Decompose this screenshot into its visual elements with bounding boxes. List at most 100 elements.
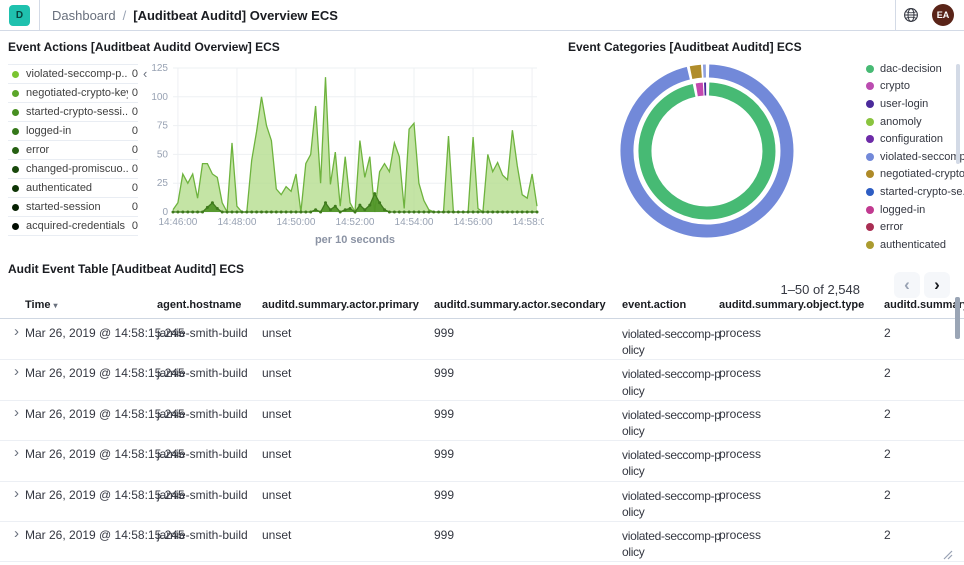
app-logo[interactable]: D [9, 5, 30, 26]
legend-item[interactable]: configuration [866, 130, 952, 148]
svg-text:14:54:00: 14:54:00 [395, 217, 434, 228]
cell-actor_secondary: 999 [434, 488, 454, 502]
donut-segment-dac-decision[interactable] [645, 89, 769, 213]
legend-item[interactable]: logged-in [866, 201, 952, 219]
legend-dot-icon [12, 223, 19, 230]
column-header-summary[interactable]: auditd.summary [884, 299, 964, 311]
event-categories-legend: dac-decision crypto user-login anomoly confi… [866, 60, 952, 254]
legend-item[interactable]: crypto [866, 78, 952, 96]
cell-actor_secondary: 999 [434, 326, 454, 340]
cell-actor_primary: unset [262, 326, 291, 340]
pagination-prev-button[interactable]: ‹ [894, 272, 920, 298]
column-header-hostname[interactable]: agent.hostname [157, 299, 241, 311]
column-header-actor_primary[interactable]: auditd.summary.actor.primary [262, 299, 419, 311]
legend-dot-icon [12, 185, 19, 192]
event-categories-title: Event Categories [Auditbeat Auditd] ECS [568, 40, 802, 54]
row-expand-icon[interactable]: › [14, 404, 19, 421]
cell-hostname: jamie-smith-build [157, 528, 248, 542]
cell-actor_secondary: 999 [434, 407, 454, 421]
cell-hostname: jamie-smith-build [157, 407, 248, 421]
legend-item[interactable]: negotiated-crypto... [866, 166, 952, 184]
legend-item-value: 0 [132, 163, 138, 175]
legend-item-label: negotiated-crypto-key [26, 87, 128, 99]
svg-text:14:50:00: 14:50:00 [277, 217, 316, 228]
legend-item-label: started-crypto-sessi... [26, 106, 128, 118]
legend-dot-icon [866, 65, 874, 73]
svg-text:14:48:00: 14:48:00 [217, 217, 256, 228]
user-avatar[interactable]: EA [932, 4, 954, 26]
svg-text:14:46:00: 14:46:00 [158, 217, 197, 228]
legend-item-label: violated-seccomp... [880, 151, 964, 163]
cell-actor_primary: unset [262, 528, 291, 542]
column-header-time[interactable]: Time▾ [25, 299, 58, 311]
donut-segment-negotiated-crypto-key[interactable] [691, 71, 701, 72]
legend-item[interactable]: authenticated [866, 236, 952, 254]
cell-summary: 2 [884, 407, 891, 421]
legend-item[interactable]: dac-decision [866, 60, 952, 78]
cell-object_type: process [719, 528, 761, 542]
legend-item[interactable]: violated-seccomp-p...0 [8, 65, 138, 84]
legend-dot-icon [866, 153, 874, 161]
legend-item-label: authenticated [26, 182, 128, 194]
globe-icon[interactable] [896, 7, 926, 23]
cell-action: violated-seccomp-policy [622, 407, 723, 439]
legend-collapse-icon[interactable]: ‹ [143, 66, 147, 81]
table-header-row: Time▾ agent.hostname auditd.summary.actor.… [0, 299, 964, 319]
legend-dot-icon [866, 82, 874, 90]
legend-item[interactable]: user-login [866, 95, 952, 113]
legend-dot-icon [866, 170, 874, 178]
legend-item[interactable]: started-crypto-se... [866, 183, 952, 201]
cell-hostname: jamie-smith-build [157, 326, 248, 340]
legend-item[interactable]: error [866, 218, 952, 236]
row-expand-icon[interactable]: › [14, 485, 19, 502]
legend-item[interactable]: anomoly [866, 113, 952, 131]
legend-item[interactable]: started-crypto-sessi...0 [8, 103, 138, 122]
row-expand-icon[interactable]: › [14, 525, 19, 542]
column-header-actor_secondary[interactable]: auditd.summary.actor.secondary [434, 299, 606, 311]
column-header-action[interactable]: event.action [622, 299, 686, 311]
legend-item-label: user-login [880, 98, 928, 110]
legend-item-label: crypto [880, 80, 910, 92]
legend-dot-icon [12, 166, 19, 173]
legend-item-label: dac-decision [880, 63, 942, 75]
row-expand-icon[interactable]: › [14, 323, 19, 340]
legend-item[interactable]: changed-promiscuo...0 [8, 160, 138, 179]
legend-dot-icon [866, 100, 874, 108]
nav-divider [39, 0, 40, 31]
legend-item-label: logged-in [26, 125, 128, 137]
row-expand-icon[interactable]: › [14, 444, 19, 461]
svg-text:75: 75 [157, 121, 169, 132]
cell-summary: 2 [884, 528, 891, 542]
column-header-object_type[interactable]: auditd.summary.object.type [719, 299, 864, 311]
pagination-next-button[interactable]: › [924, 272, 950, 298]
event-categories-donut-chart[interactable] [608, 56, 806, 248]
resize-handle-icon[interactable] [941, 547, 953, 559]
cell-object_type: process [719, 366, 761, 380]
cell-hostname: jamie-smith-build [157, 366, 248, 380]
legend-item-label: anomoly [880, 116, 922, 128]
cell-summary: 2 [884, 447, 891, 461]
cell-action: violated-seccomp-policy [622, 366, 723, 398]
cell-actor_primary: unset [262, 447, 291, 461]
svg-text:14:58:00: 14:58:00 [513, 217, 544, 228]
table-scrollbar[interactable] [955, 297, 960, 339]
breadcrumb-dashboard[interactable]: Dashboard [52, 8, 116, 23]
legend-item-value: 0 [132, 68, 138, 80]
cell-object_type: process [719, 447, 761, 461]
legend-item[interactable]: violated-seccomp... [866, 148, 952, 166]
donut-segment-crypto[interactable] [697, 89, 703, 90]
legend-item-label: acquired-credentials [26, 220, 128, 232]
svg-text:125: 125 [152, 63, 168, 74]
row-expand-icon[interactable]: › [14, 363, 19, 380]
audit-table-title: Audit Event Table [Auditbeat Auditd] ECS [8, 262, 244, 276]
legend-scrollbar[interactable] [956, 64, 960, 164]
